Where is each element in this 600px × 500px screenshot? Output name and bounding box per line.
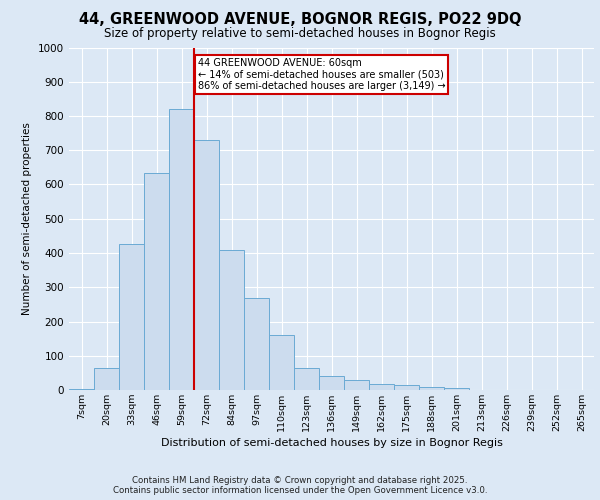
Bar <box>369 384 394 390</box>
Bar <box>244 298 269 390</box>
Bar <box>319 376 344 390</box>
Bar <box>94 368 119 390</box>
Bar <box>269 335 294 390</box>
Bar <box>444 388 469 390</box>
Bar <box>194 140 219 390</box>
Text: Size of property relative to semi-detached houses in Bognor Regis: Size of property relative to semi-detach… <box>104 28 496 40</box>
Bar <box>394 385 419 390</box>
Y-axis label: Number of semi-detached properties: Number of semi-detached properties <box>22 122 32 315</box>
Bar <box>144 172 169 390</box>
Text: 44 GREENWOOD AVENUE: 60sqm
← 14% of semi-detached houses are smaller (503)
86% o: 44 GREENWOOD AVENUE: 60sqm ← 14% of semi… <box>198 58 445 91</box>
Bar <box>344 380 369 390</box>
X-axis label: Distribution of semi-detached houses by size in Bognor Regis: Distribution of semi-detached houses by … <box>161 438 502 448</box>
Bar <box>169 109 194 390</box>
Bar <box>419 386 444 390</box>
Bar <box>119 244 144 390</box>
Text: 44, GREENWOOD AVENUE, BOGNOR REGIS, PO22 9DQ: 44, GREENWOOD AVENUE, BOGNOR REGIS, PO22… <box>79 12 521 28</box>
Bar <box>294 368 319 390</box>
Text: Contains HM Land Registry data © Crown copyright and database right 2025.
Contai: Contains HM Land Registry data © Crown c… <box>113 476 487 495</box>
Bar <box>219 250 244 390</box>
